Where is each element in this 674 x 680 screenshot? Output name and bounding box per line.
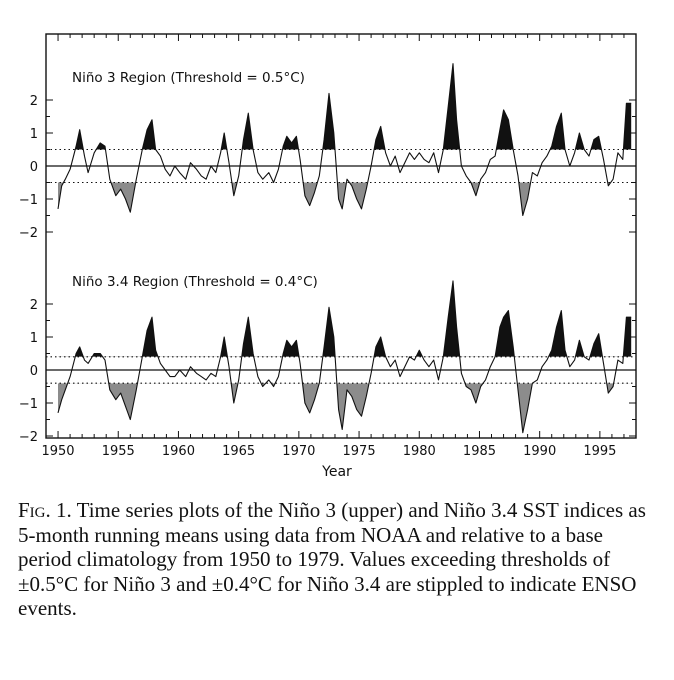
y-tick-label: 1 <box>30 127 38 142</box>
y-tick-label: −1 <box>19 397 38 412</box>
sst-index-line <box>57 280 632 434</box>
y-tick-label: −2 <box>19 226 38 241</box>
plot-frame <box>45 33 637 439</box>
x-tick-label: 1980 <box>403 444 436 459</box>
panel-2: −2 −1 0 1 2 Niño 3.4 Region (Threshold = 0.4°… <box>19 274 636 445</box>
x-tick-label: 1950 <box>41 444 74 459</box>
figure-caption: Fig. 1. Time series plots of the Niño 3 … <box>18 498 658 621</box>
x-tick-label: 1960 <box>162 444 195 459</box>
x-tick-label: 1990 <box>523 444 556 459</box>
x-tick-label: 1970 <box>282 444 315 459</box>
caption-text: Time series plots of the Niño 3 (upper) … <box>18 498 646 620</box>
panel-title: Niño 3.4 Region (Threshold = 0.4°C) <box>72 274 318 290</box>
negative-anomaly-fill <box>58 182 632 216</box>
x-tick-label: 1985 <box>463 444 496 459</box>
x-tick-label: 1975 <box>343 444 376 459</box>
enso-figure: −2 −1 0 1 2 Niño 3 Region (Threshold = 0.5°C)… <box>18 33 637 480</box>
y-tick-label: −2 <box>19 430 38 445</box>
x-axis-label: Year <box>321 464 352 480</box>
panel-title: Niño 3 Region (Threshold = 0.5°C) <box>72 70 305 86</box>
sst-index-line <box>57 63 632 217</box>
y-tick-label: 2 <box>30 94 38 109</box>
x-tick-label: 1955 <box>102 444 135 459</box>
x-tick-label: 1995 <box>583 444 616 459</box>
y-tick-label: 0 <box>30 160 38 175</box>
y-tick-label: −1 <box>19 193 38 208</box>
x-tick-label: 1965 <box>222 444 255 459</box>
figure-label: Fig. 1. <box>18 498 72 522</box>
y-tick-label: 0 <box>30 364 38 379</box>
y-tick-label: 1 <box>30 331 38 346</box>
y-tick-label: 2 <box>30 298 38 313</box>
panel-1: −2 −1 0 1 2 Niño 3 Region (Threshold = 0.5°C) <box>19 63 636 241</box>
